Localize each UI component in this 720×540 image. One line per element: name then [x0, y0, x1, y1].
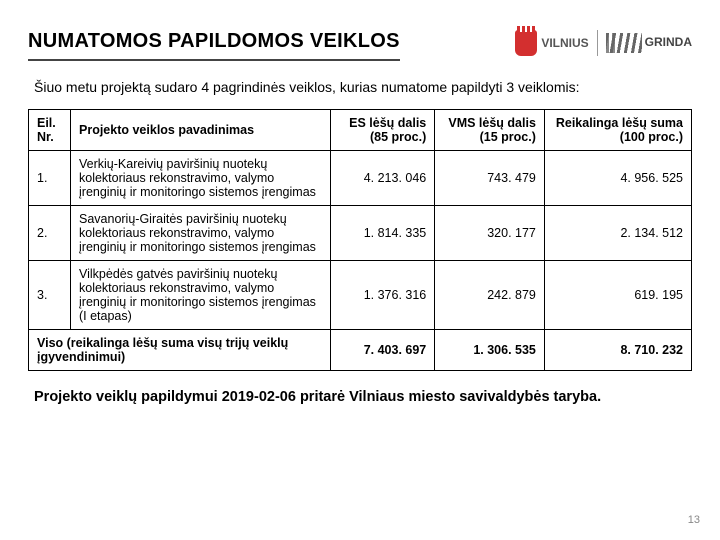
table-row: 1. Verkių-Kareivių paviršinių nuotekų ko… [29, 151, 692, 206]
cell-total: 4. 956. 525 [544, 151, 691, 206]
grinda-stripes-icon [606, 33, 642, 53]
cell-nr: 2. [29, 206, 71, 261]
cell-name: Vilkpėdės gatvės paviršinių nuotekų kole… [71, 261, 331, 330]
header-total: Reikalinga lėšų suma (100 proc.) [544, 110, 691, 151]
header-nr: Eil. Nr. [29, 110, 71, 151]
cell-vms: 320. 177 [435, 206, 545, 261]
vilnius-shield-icon [515, 30, 537, 56]
header-name: Projekto veiklos pavadinimas [71, 110, 331, 151]
vilnius-logo: VILNIUS [515, 30, 597, 56]
page-title: NUMATOMOS PAPILDOMOS VEIKLOS [28, 30, 400, 61]
total-vms: 1. 306. 535 [435, 330, 545, 371]
header-vms: VMS lėšų dalis (15 proc.) [435, 110, 545, 151]
total-es: 7. 403. 697 [331, 330, 435, 371]
total-total: 8. 710. 232 [544, 330, 691, 371]
cell-name: Savanorių-Giraitės paviršinių nuotekų ko… [71, 206, 331, 261]
total-label: Viso (reikalinga lėšų suma visų trijų ve… [29, 330, 331, 371]
table-row: 3. Vilkpėdės gatvės paviršinių nuotekų k… [29, 261, 692, 330]
logos: VILNIUS GRINDA [515, 30, 692, 56]
page-number: 13 [688, 514, 700, 526]
footnote: Projekto veiklų papildymui 2019-02-06 pr… [28, 389, 692, 405]
table-row: 2. Savanorių-Giraitės paviršinių nuotekų… [29, 206, 692, 261]
cell-nr: 1. [29, 151, 71, 206]
cell-name: Verkių-Kareivių paviršinių nuotekų kolek… [71, 151, 331, 206]
grinda-logo: GRINDA [606, 33, 692, 53]
vilnius-logo-text: VILNIUS [541, 36, 588, 50]
activities-table: Eil. Nr. Projekto veiklos pavadinimas ES… [28, 109, 692, 371]
cell-es: 1. 814. 335 [331, 206, 435, 261]
cell-es: 4. 213. 046 [331, 151, 435, 206]
table-total-row: Viso (reikalinga lėšų suma visų trijų ve… [29, 330, 692, 371]
cell-total: 619. 195 [544, 261, 691, 330]
cell-nr: 3. [29, 261, 71, 330]
header-es: ES lėšų dalis (85 proc.) [331, 110, 435, 151]
cell-es: 1. 376. 316 [331, 261, 435, 330]
intro-text: Šiuo metu projektą sudaro 4 pagrindinės … [28, 79, 692, 95]
table-header-row: Eil. Nr. Projekto veiklos pavadinimas ES… [29, 110, 692, 151]
cell-vms: 242. 879 [435, 261, 545, 330]
grinda-logo-text: GRINDA [645, 35, 692, 49]
cell-vms: 743. 479 [435, 151, 545, 206]
cell-total: 2. 134. 512 [544, 206, 691, 261]
